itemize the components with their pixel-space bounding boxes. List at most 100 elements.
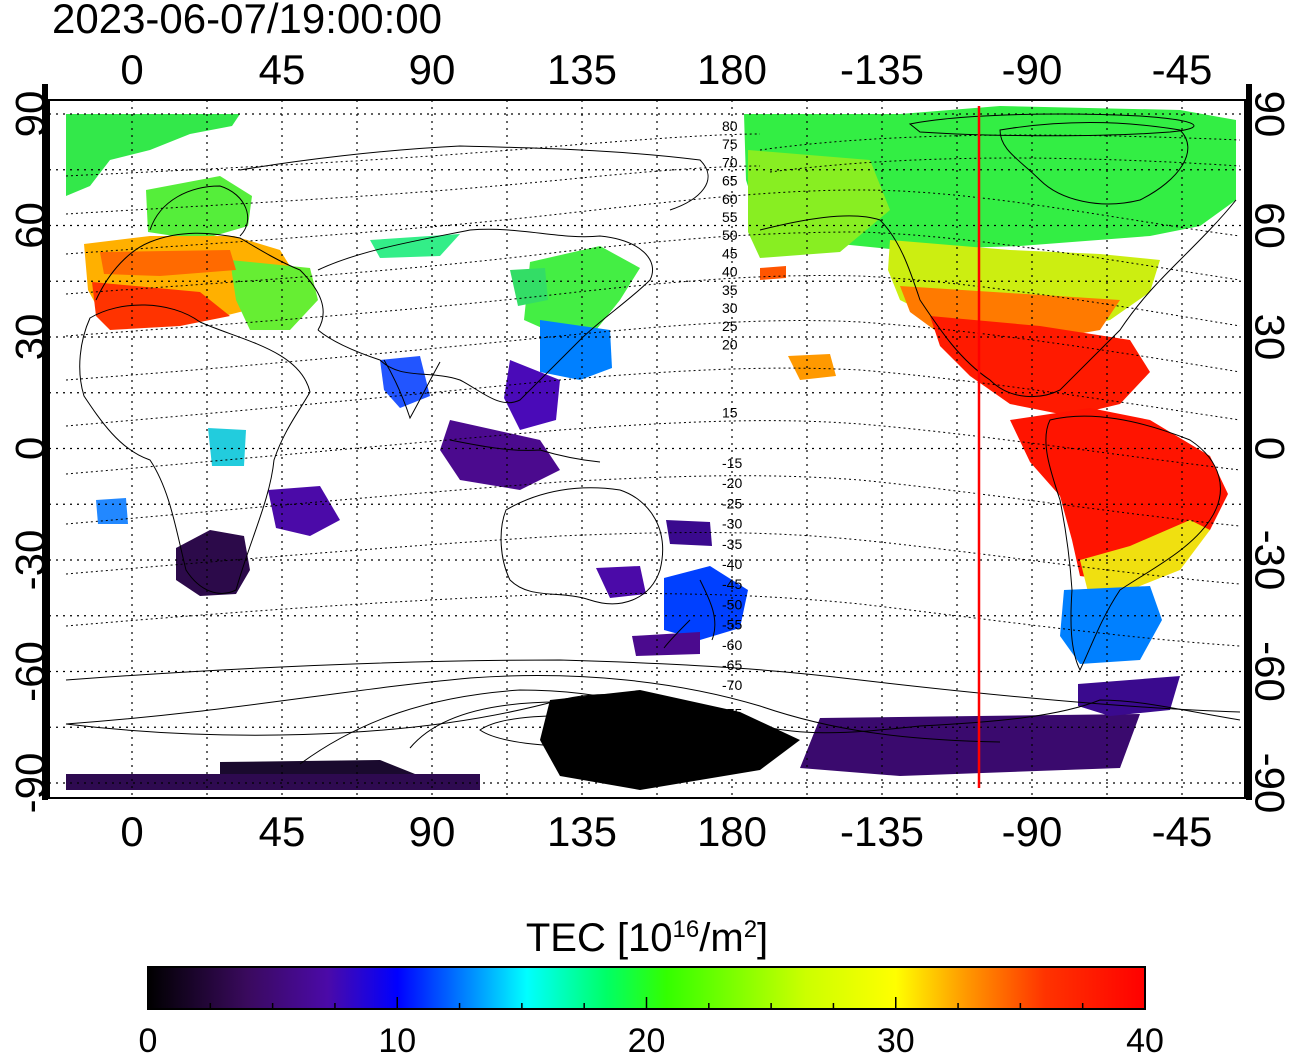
left-border-band [42,84,48,800]
tec-patch-southern-ocean-pacific [632,632,700,656]
colorbar-tick-label: 30 [877,1022,915,1057]
tec-patch-hawaii [788,354,836,380]
coastline-india [383,359,441,420]
magnetic-contour [65,592,1241,647]
top-axis-tick-label: 45 [259,46,306,93]
magnetic-contour [299,689,736,777]
tec-patch-europe-mid [100,250,236,276]
colorbar-title-text: TEC [10 [525,916,673,960]
tec-patch-pacific-north [760,266,786,280]
magnetic-latitude-contours [65,113,1241,777]
left-axis-tick-label: 60 [7,202,54,249]
tec-patch-arctic-europe [66,114,240,196]
tec-patch-mexico-caribbean [930,316,1150,416]
left-axis-tick-label: 90 [7,91,54,138]
magnetic-contour [479,715,629,747]
tec-patch-patagonia [1060,586,1162,664]
bottom-axis-tick-label: 0 [120,808,143,855]
right-axis-tick-label: 0 [1247,437,1294,460]
left-axis-tick-label: -30 [7,530,54,591]
right-border-band [1246,84,1252,800]
magnetic-contour [65,275,1241,337]
magnetic-latitude-label: 15 [722,405,738,421]
left-axis-tick-label: 30 [7,314,54,361]
colorbar-title-unit-exponent: 2 [743,916,758,943]
tec-patch-central-asia [370,234,460,258]
coastline-asia-north [239,145,709,211]
top-axis-tick-label: -45 [1152,46,1213,93]
magnetic-contour [65,420,1241,475]
colorbar-ticks [147,997,1146,1009]
magnetic-contour [65,165,761,215]
magnetic-contour [65,367,1241,427]
colorbar-tick-labels: 0 10 20 30 40 [139,1022,1164,1057]
tec-patch-madagascar [268,486,340,536]
magnetic-latitude-label: 70 [722,154,738,170]
coastline-antarctica [65,693,1241,736]
magnetic-latitude-label: -20 [722,475,742,491]
right-axis-labels: 90 60 30 0 -30 -60 -90 [1247,91,1294,814]
colorbar-title-unit: /m [699,916,744,960]
tec-patch-africa-mid [208,428,246,466]
magnetic-latitude-label: -50 [722,596,742,612]
magnetic-latitude-label: -25 [722,495,742,511]
colorbar-tick-label: 10 [378,1022,416,1057]
magnetic-contour [65,532,1241,585]
bottom-axis-labels: 0 45 90 135 180 -135 -90 -45 [120,808,1212,855]
magnetic-latitude-label: -45 [722,576,742,592]
magnetic-contour [65,675,1001,743]
right-axis-tick-label: 30 [1247,314,1294,361]
coastline-africa [79,304,311,594]
magnetic-latitude-label: 30 [722,300,738,316]
coastline-south-america [1045,415,1221,672]
left-axis-labels: 90 60 30 0 -30 -60 -90 [7,91,54,814]
tec-patch-asia-low [504,360,560,430]
bottom-axis-tick-label: 135 [547,808,617,855]
map-content [49,100,1245,798]
left-axis-tick-label: -60 [7,641,54,702]
colorbar-tick-label: 20 [628,1022,666,1057]
right-axis-tick-label: 90 [1247,91,1294,138]
magnetic-latitude-label: -40 [722,556,742,572]
top-axis-tick-label: -135 [840,46,924,93]
magnetic-latitude-labels: 80 75 70 65 60 55 50 45 40 35 30 25 20 15 -15 -20 -25 -30… [722,118,742,721]
magnetic-latitude-label: 60 [722,191,738,207]
magnetic-contour [769,157,1241,173]
tec-patch-antarctic-peninsula [1078,676,1180,716]
magnetic-contour [65,659,1241,713]
magnetic-latitude-label: 40 [722,264,738,280]
timestamp-label: 2023-06-07/19:00:00 [52,0,442,42]
magnetic-contour [65,189,1241,255]
magnetic-contour [65,320,1241,381]
magnetic-latitude-label: -55 [722,617,742,633]
tec-patch-scandinavia [146,176,252,240]
magnetic-latitude-label: -15 [722,455,742,471]
colorbar-tick-label: 40 [1126,1022,1164,1057]
right-axis-tick-label: -90 [1247,753,1294,814]
coastline-europe [95,232,324,331]
tec-patch-asia-north [510,268,548,306]
magnetic-latitude-label: -65 [722,657,742,673]
top-axis-labels: 0 45 90 135 180 -135 -90 -45 [120,46,1212,93]
tec-patch-coral-sea [666,520,712,546]
tec-patch-new-zealand [664,566,748,640]
magnetic-contour [65,475,1241,527]
coastline-australia [500,487,664,605]
coastlines [65,122,1241,736]
top-axis-tick-label: 90 [409,46,456,93]
magnetic-contour [65,231,1241,295]
magnetic-contour [65,133,761,177]
top-axis-tick-label: -90 [1002,46,1063,93]
top-axis-tick-label: 135 [547,46,617,93]
magnetic-latitude-label: 20 [722,336,738,352]
coastline-asia [317,228,653,404]
right-axis-tick-label: 60 [1247,202,1294,249]
magnetic-latitude-label: 50 [722,227,738,243]
magnetic-latitude-label: -70 [722,677,742,693]
magnetic-contour [409,701,653,751]
magnetic-latitude-label: -75 [722,705,742,721]
top-axis-tick-label: 0 [120,46,143,93]
bottom-axis-tick-label: -90 [1002,808,1063,855]
left-axis-tick-label: 0 [7,437,54,460]
